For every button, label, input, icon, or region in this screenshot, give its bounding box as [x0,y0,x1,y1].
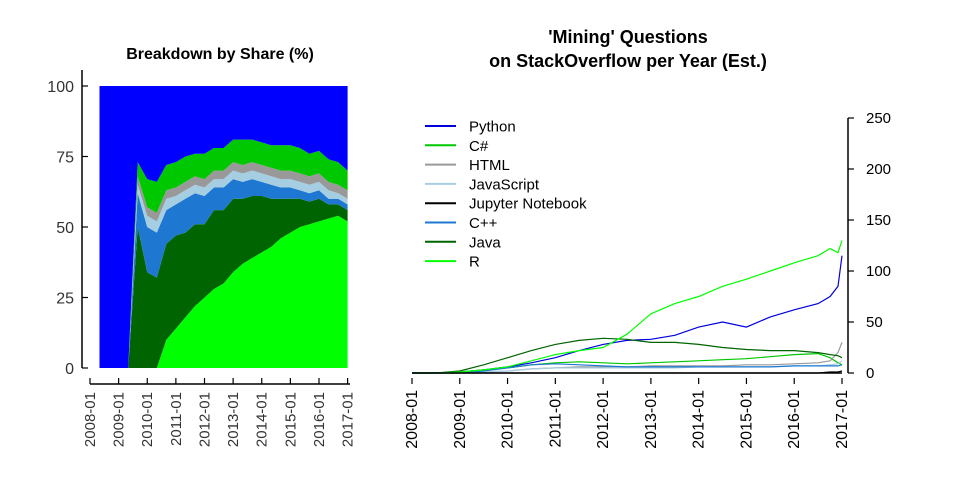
area-c- [99,139,348,368]
right-x-tick-label: 2013-01 [643,390,660,449]
right-x-tick-label: 2010-01 [500,390,517,449]
left-y-tick-label: 75 [56,150,74,167]
right-x-tick-label: 2014-01 [691,390,708,449]
legend-label: Python [469,119,516,136]
left-y-tick-label: 25 [56,291,74,308]
area-java [99,196,348,368]
left-x-tick-label: 2012-01 [196,392,213,447]
area-r [99,215,348,368]
right-chart-title: 'Mining' Questions on StackOverflow per Y… [489,27,767,71]
left-x-tick-label: 2014-01 [254,392,271,447]
left-y-tick-label: 0 [65,361,74,378]
right-y-tick-label: 50 [866,314,883,331]
right-line-series [412,240,843,374]
legend-label: R [469,254,480,271]
legend-label: C++ [469,215,498,232]
right-y-tick-label: 0 [866,365,874,382]
left-x-tick-label: 2009-01 [111,392,128,447]
legend-label: C# [469,138,489,155]
left-x-tick-label: 2017-01 [340,392,357,447]
questions-per-year-chart: 'Mining' Questions on StackOverflow per Y… [404,27,891,449]
right-x-tick-label: 2008-01 [404,390,421,449]
line-c- [412,363,843,374]
left-chart-title: Breakdown by Share (%) [126,46,314,63]
area-python [99,86,348,368]
right-y-tick-label: 250 [866,110,891,127]
line-python [412,255,843,374]
share-breakdown-chart: Breakdown by Share (%) 0 25 50 75 100 2008-01… [47,46,356,447]
left-x-tick-label: 2013-01 [225,392,242,447]
left-axes: 0 25 50 75 100 2008-01 2009-01 2010-01 2011-01 20… [47,70,357,447]
area-html [99,162,348,368]
legend-label: Java [469,234,501,251]
left-x-tick-label: 2011-01 [168,392,185,446]
right-x-tick-label: 2015-01 [738,390,755,449]
title-line: on StackOverflow per Year (Est.) [489,51,767,71]
area-javascript [99,170,348,368]
right-x-tick-label: 2011-01 [547,390,564,448]
right-x-tick-label: 2016-01 [786,390,803,449]
legend: Python C# HTML JavaScript Jupyter Notebook C+… [425,119,587,271]
legend-label: HTML [469,157,510,174]
right-y-tick-label: 150 [866,212,891,229]
left-x-tick-label: 2008-01 [82,392,99,447]
title-line: 'Mining' Questions [548,27,708,47]
right-axes: 2008-01 2009-01 2010-01 2011-01 2012-01 2013-… [404,110,891,449]
right-y-tick-label: 100 [866,263,891,280]
right-x-tick-label: 2017-01 [834,390,851,449]
legend-label: JavaScript [469,176,540,193]
right-y-tick-label: 200 [866,161,891,178]
left-y-tick-label: 50 [56,220,74,237]
legend-label: Jupyter Notebook [469,196,587,213]
line-java [412,337,843,374]
left-stacked-areas [99,86,348,368]
right-x-tick-label: 2009-01 [452,390,469,449]
left-x-tick-label: 2016-01 [311,392,328,447]
left-y-tick-label: 100 [47,79,74,96]
left-x-tick-label: 2010-01 [139,392,156,447]
left-x-tick-label: 2015-01 [282,392,299,447]
area-c- [99,179,348,368]
line-r [412,240,843,374]
right-x-tick-label: 2012-01 [595,390,612,449]
